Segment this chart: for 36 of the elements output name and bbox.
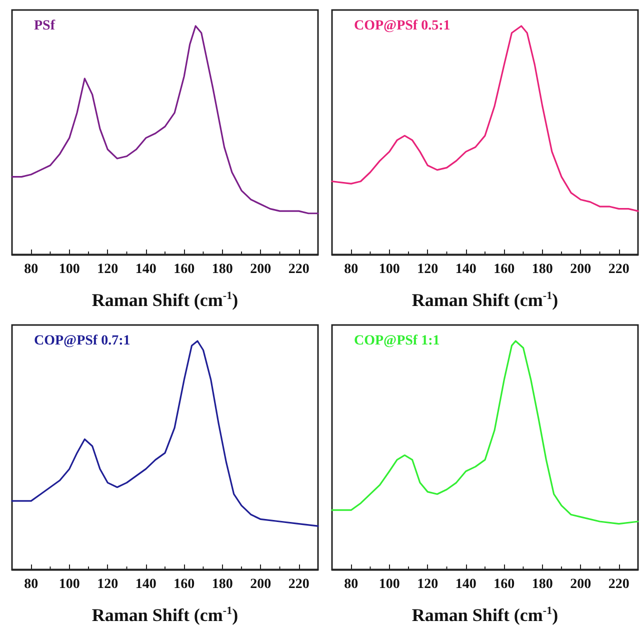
x-tick-label: 100 [378, 577, 400, 592]
x-tick-label: 200 [250, 577, 272, 592]
x-tick-label: 180 [532, 577, 553, 592]
x-tick-label: 160 [174, 577, 195, 592]
x-tick-label: 80 [24, 262, 38, 277]
x-tick-label: 120 [417, 577, 438, 592]
text: COP@PSf 1:1 [354, 334, 440, 348]
x-tick-label: 120 [417, 262, 438, 277]
x-tick-label: 140 [455, 262, 476, 277]
x-tick-label: 100 [378, 262, 400, 277]
x-tick-label: 200 [570, 577, 592, 592]
x-tick-label: 80 [344, 262, 358, 277]
x-tick-label: 180 [212, 577, 233, 592]
text: COP@PSf 0.7:1 [34, 334, 130, 348]
x-tick-label: 120 [97, 262, 118, 277]
x-tick-label: 180 [532, 262, 553, 277]
x-tick-label: 220 [288, 262, 310, 277]
x-tick-label: 140 [135, 262, 156, 277]
x-tick-label: 220 [608, 577, 630, 592]
text: PSf [34, 18, 56, 34]
x-tick-label: 160 [494, 262, 515, 277]
x-tick-label: 200 [570, 262, 592, 277]
x-tick-label: 180 [212, 262, 233, 277]
x-tick-label: 220 [608, 262, 630, 277]
x-tick-label: 220 [288, 577, 310, 592]
x-tick-label: 200 [250, 262, 272, 277]
x-tick-label: 80 [344, 577, 358, 592]
x-tick-label: 160 [174, 262, 195, 277]
x-tick-label: 140 [135, 577, 156, 592]
x-tick-label: 120 [97, 577, 118, 592]
text: COP@PSf 0.5:1 [354, 18, 450, 34]
x-tick-label: 80 [24, 577, 38, 592]
x-tick-label: 100 [58, 577, 80, 592]
x-tick-label: 160 [494, 577, 515, 592]
x-tick-label: 140 [455, 577, 476, 592]
x-tick-label: 100 [58, 262, 80, 277]
